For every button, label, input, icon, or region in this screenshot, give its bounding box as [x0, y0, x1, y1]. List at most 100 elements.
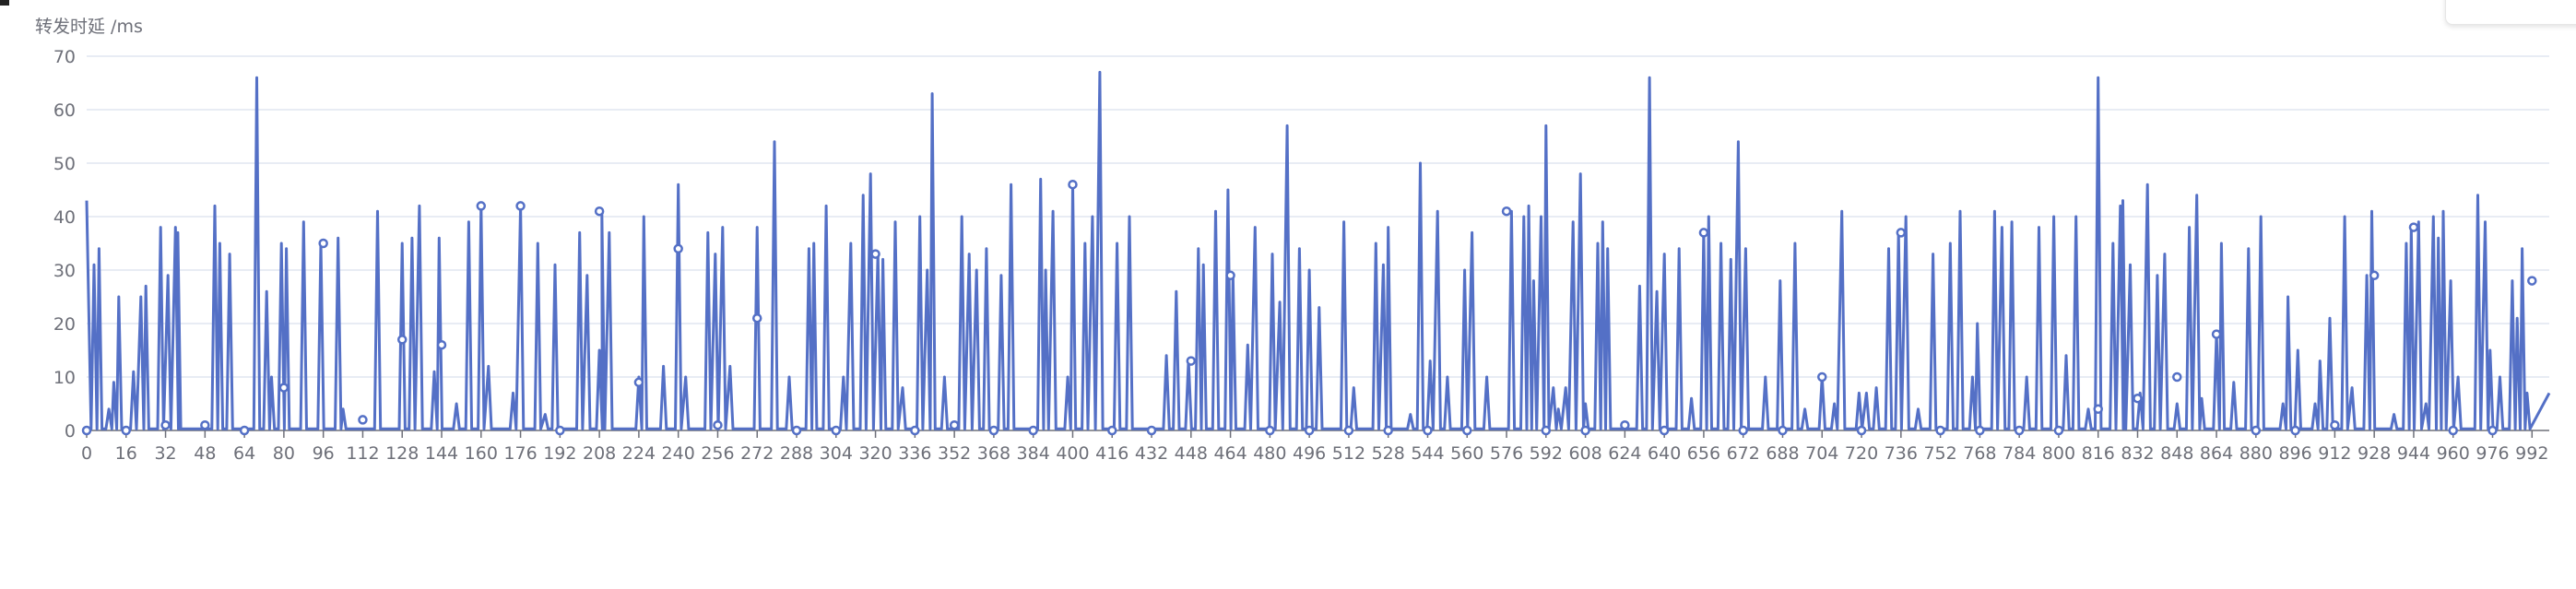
x-tick-label: 640 — [1648, 443, 1681, 464]
data-point-marker — [81, 425, 92, 436]
data-point-marker — [673, 243, 683, 254]
x-tick-label: 64 — [233, 443, 255, 464]
data-point-marker — [2330, 419, 2340, 430]
x-tick-label: 0 — [81, 443, 92, 464]
data-point-marker — [121, 425, 132, 436]
data-point-marker — [2290, 425, 2300, 436]
data-point-marker — [1423, 425, 1433, 436]
x-tick-label: 48 — [194, 443, 216, 464]
x-tick-label: 896 — [2278, 443, 2311, 464]
x-tick-label: 336 — [898, 443, 931, 464]
data-point-marker — [1935, 425, 1945, 436]
x-tick-label: 976 — [2476, 443, 2509, 464]
x-tick-label: 96 — [313, 443, 335, 464]
x-tick-label: 192 — [543, 443, 576, 464]
x-tick-label: 32 — [154, 443, 176, 464]
data-point-marker — [2251, 425, 2262, 436]
data-point-marker — [1028, 425, 1038, 436]
data-point-marker — [1541, 425, 1552, 436]
x-tick-label: 480 — [1253, 443, 1286, 464]
y-tick-label: 0 — [65, 421, 76, 442]
data-point-marker — [1462, 425, 1472, 436]
x-tick-label: 144 — [425, 443, 458, 464]
data-point-marker — [358, 415, 368, 425]
x-tick-label: 608 — [1568, 443, 1601, 464]
data-point-marker — [436, 339, 447, 350]
data-point-marker — [1265, 425, 1275, 436]
data-point-marker — [713, 419, 723, 430]
x-tick-label: 240 — [662, 443, 695, 464]
x-tick-label: 16 — [115, 443, 137, 464]
data-point-marker — [791, 425, 802, 436]
data-point-marker — [1146, 425, 1157, 436]
data-point-marker — [1186, 356, 1197, 366]
x-tick-label: 400 — [1056, 443, 1089, 464]
data-point-marker — [396, 335, 408, 345]
data-point-marker — [2527, 276, 2537, 286]
x-tick-label: 320 — [858, 443, 892, 464]
x-tick-label: 576 — [1490, 443, 1523, 464]
x-tick-label: 752 — [1923, 443, 1956, 464]
x-tick-label: 160 — [465, 443, 498, 464]
data-point-marker — [949, 419, 960, 430]
data-point-marker — [2369, 270, 2380, 281]
x-tick-label: 384 — [1017, 443, 1050, 464]
x-tick-label: 544 — [1411, 443, 1444, 464]
data-point-marker — [515, 201, 526, 211]
x-tick-label: 448 — [1175, 443, 1208, 464]
x-tick-label: 960 — [2437, 443, 2470, 464]
x-tick-label: 560 — [1450, 443, 1483, 464]
data-point-marker — [1383, 425, 1393, 436]
y-tick-label: 10 — [53, 368, 76, 388]
x-tick-label: 288 — [780, 443, 813, 464]
y-axis-label: 转发时延 /ms — [35, 17, 143, 37]
data-point-marker — [831, 425, 842, 436]
x-tick-label: 736 — [1885, 443, 1918, 464]
data-point-marker — [910, 425, 920, 436]
x-tick-label: 224 — [622, 443, 656, 464]
x-tick-label: 832 — [2121, 443, 2154, 464]
data-point-marker — [2408, 222, 2419, 232]
data-point-marker — [1068, 179, 1078, 190]
x-tick-label: 688 — [1766, 443, 1799, 464]
y-tick-label: 50 — [53, 154, 76, 174]
data-point-marker — [1698, 228, 1709, 238]
data-point-marker — [1343, 425, 1354, 436]
data-point-marker — [988, 425, 999, 436]
x-tick-label: 368 — [977, 443, 1010, 464]
y-tick-label: 30 — [53, 261, 76, 281]
x-tick-label: 672 — [1727, 443, 1760, 464]
data-point-marker — [1106, 425, 1117, 436]
x-tick-label: 864 — [2200, 443, 2233, 464]
x-tick-label: 592 — [1530, 443, 1563, 464]
x-tick-label: 512 — [1332, 443, 1365, 464]
x-tick-label: 112 — [346, 443, 379, 464]
data-point-marker — [239, 425, 250, 436]
x-tick-label: 496 — [1293, 443, 1326, 464]
x-tick-label: 176 — [503, 443, 537, 464]
x-tick-label: 416 — [1095, 443, 1128, 464]
y-tick-label: 70 — [53, 47, 76, 67]
series-line — [85, 70, 2551, 430]
data-point-marker — [1856, 425, 1867, 436]
data-point-marker — [318, 238, 328, 249]
x-tick-label: 352 — [938, 443, 971, 464]
data-point-marker — [476, 201, 487, 211]
x-tick-label: 464 — [1213, 443, 1247, 464]
x-tick-label: 304 — [820, 443, 853, 464]
data-point-marker — [1304, 425, 1315, 436]
x-tick-label: 912 — [2318, 443, 2351, 464]
data-point-marker — [1738, 425, 1748, 436]
x-tick-label: 944 — [2397, 443, 2430, 464]
data-point-marker — [870, 249, 880, 259]
data-point-marker — [555, 425, 565, 436]
x-tick-label: 208 — [583, 443, 616, 464]
y-tick-label: 40 — [53, 207, 76, 228]
data-point-marker — [1580, 425, 1590, 436]
data-point-marker — [278, 383, 290, 393]
x-tick-label: 928 — [2357, 443, 2391, 464]
data-point-marker — [2133, 393, 2143, 404]
data-point-marker — [1659, 425, 1670, 436]
top-left-marker — [0, 0, 9, 6]
